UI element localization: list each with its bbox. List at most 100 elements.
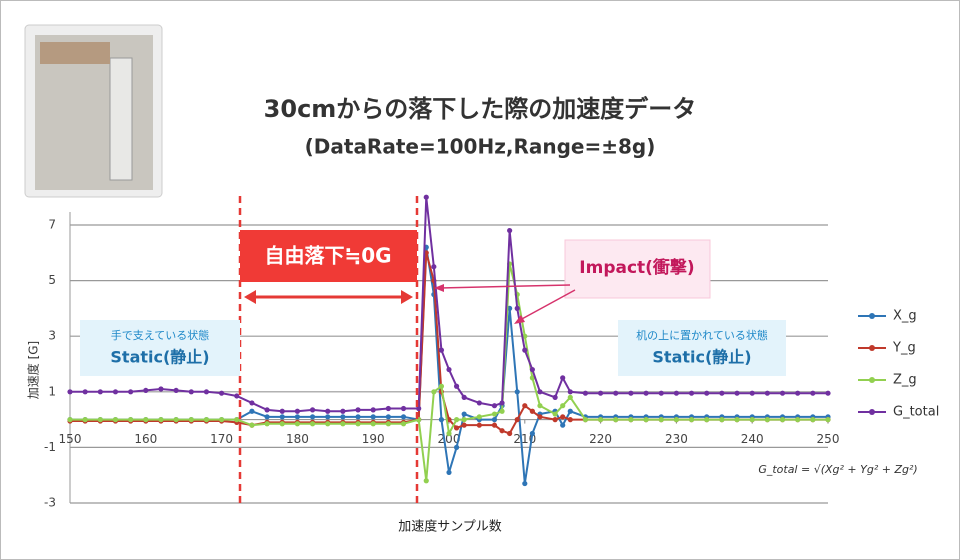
x-tick-label: 230 xyxy=(665,432,688,446)
free-fall-label: 自由落下≒0G xyxy=(264,244,391,268)
data-point xyxy=(309,407,316,413)
data-point xyxy=(795,417,801,423)
data-point xyxy=(340,414,346,420)
data-point xyxy=(795,390,801,396)
data-point xyxy=(340,408,346,414)
data-point xyxy=(514,389,520,395)
photo xyxy=(24,24,163,198)
data-point xyxy=(810,390,816,396)
legend-label: G_total xyxy=(893,405,939,420)
data-point xyxy=(507,430,513,437)
data-point xyxy=(279,408,285,414)
data-point xyxy=(188,389,194,395)
data-point xyxy=(219,417,225,423)
data-point xyxy=(446,469,452,476)
data-point xyxy=(264,414,270,420)
data-point xyxy=(560,422,566,428)
data-point xyxy=(431,389,437,395)
data-point xyxy=(158,417,164,423)
data-point xyxy=(522,347,528,353)
data-point xyxy=(529,430,535,437)
data-point xyxy=(128,389,134,395)
x-axis-label: 加速度サンプル数 xyxy=(398,519,502,535)
data-point xyxy=(294,421,300,427)
x-tick-label: 240 xyxy=(741,432,764,446)
data-point xyxy=(491,422,498,428)
data-point xyxy=(173,417,179,423)
static-label: Static(静止) xyxy=(110,348,209,367)
y-tick-label: 3 xyxy=(48,329,56,343)
data-point xyxy=(552,394,558,400)
data-point xyxy=(461,394,467,400)
x-tick-label: 190 xyxy=(362,432,385,446)
data-point xyxy=(476,422,482,428)
data-point xyxy=(499,408,505,414)
data-point xyxy=(446,430,452,437)
data-point xyxy=(143,387,149,394)
data-point xyxy=(264,421,270,427)
data-point xyxy=(514,417,520,423)
x-tick-label: 250 xyxy=(817,432,840,446)
data-point xyxy=(461,417,467,423)
data-point xyxy=(453,383,460,389)
chart-subtitle: (DataRate=100Hz,Range=±8g) xyxy=(305,135,656,159)
y-tick-label: 5 xyxy=(48,273,56,287)
data-point xyxy=(158,386,164,392)
data-point xyxy=(370,414,376,420)
data-point xyxy=(719,417,725,423)
data-point xyxy=(423,194,429,200)
data-point xyxy=(188,417,194,423)
data-point xyxy=(309,414,316,420)
data-point xyxy=(522,403,528,409)
data-point xyxy=(143,417,149,423)
data-point xyxy=(613,417,619,423)
legend-swatch xyxy=(869,377,875,383)
data-point xyxy=(203,417,210,423)
data-point xyxy=(249,408,255,414)
data-point xyxy=(529,366,535,373)
free-fall-markers xyxy=(238,196,419,505)
data-point xyxy=(779,390,786,396)
data-point xyxy=(673,390,680,396)
y-tick-label: -1 xyxy=(44,440,56,454)
data-point xyxy=(453,444,460,450)
data-point xyxy=(552,417,558,423)
y-tick-label: 1 xyxy=(48,384,56,398)
data-point xyxy=(491,411,498,417)
data-point xyxy=(688,417,695,423)
legend-swatch xyxy=(869,313,875,319)
data-point xyxy=(476,400,482,406)
y-tick-label: -3 xyxy=(44,496,56,510)
y-tick-label: 7 xyxy=(48,218,56,232)
data-point xyxy=(173,387,179,394)
x-tick-label: 160 xyxy=(134,432,157,446)
data-point xyxy=(385,405,391,412)
data-point xyxy=(582,390,589,396)
data-point xyxy=(734,417,740,423)
data-point xyxy=(453,417,460,423)
data-point xyxy=(249,400,255,406)
x-tick-label: 220 xyxy=(589,432,612,446)
data-point xyxy=(628,390,634,396)
data-point xyxy=(416,405,422,412)
data-point xyxy=(97,417,103,423)
data-point xyxy=(560,403,566,409)
data-point xyxy=(613,390,619,396)
data-point xyxy=(461,411,467,417)
data-point xyxy=(529,375,535,381)
data-point xyxy=(537,414,543,420)
data-point xyxy=(560,414,566,420)
data-point xyxy=(82,417,88,423)
x-tick-label: 180 xyxy=(286,432,309,446)
data-point xyxy=(234,417,240,423)
data-point xyxy=(340,421,346,427)
data-point xyxy=(537,403,543,409)
data-point xyxy=(446,366,452,373)
legend-label: Z_g xyxy=(893,373,917,388)
data-point xyxy=(552,411,558,417)
y-axis-label: 加速度 [G] xyxy=(26,341,41,399)
data-point xyxy=(438,417,445,423)
data-point xyxy=(400,414,407,420)
legend-swatch xyxy=(869,345,875,351)
